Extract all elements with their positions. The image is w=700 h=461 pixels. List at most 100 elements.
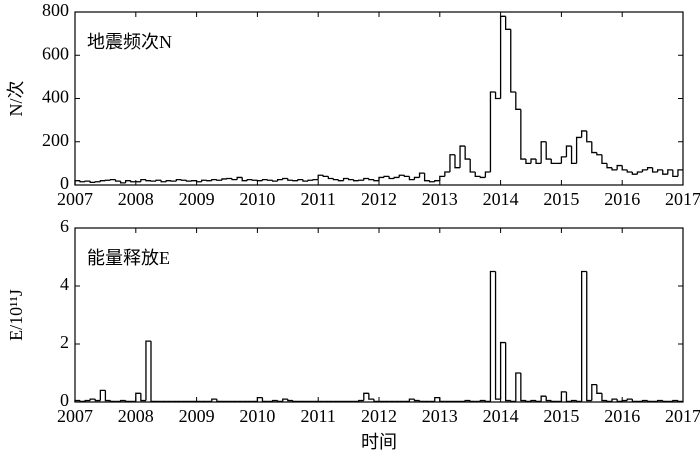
step-segment xyxy=(79,400,86,403)
y-axis-label: E/10¹¹J xyxy=(6,289,26,341)
step-segment xyxy=(79,180,86,183)
step-segment xyxy=(317,174,324,180)
step-segment xyxy=(636,171,643,175)
x-tick-label: 2007 xyxy=(57,189,93,209)
step-segment xyxy=(302,179,309,182)
step-segment xyxy=(393,176,400,179)
step-segment xyxy=(276,178,283,182)
step-segment xyxy=(104,390,111,402)
step-segment xyxy=(494,92,501,100)
step-segment xyxy=(525,400,531,403)
step-segment xyxy=(256,397,263,402)
step-segment xyxy=(221,178,227,181)
step-segment xyxy=(271,180,278,182)
x-tick-label: 2016 xyxy=(604,406,640,426)
step-segment xyxy=(140,393,146,402)
step-segment xyxy=(489,270,496,402)
y-tick-label: 600 xyxy=(42,43,69,63)
step-segment xyxy=(530,158,537,164)
step-segment xyxy=(109,178,116,181)
step-segment xyxy=(368,178,374,181)
step-segment xyxy=(504,16,511,30)
y-tick-label: 0 xyxy=(60,390,69,410)
step-segment xyxy=(459,145,466,168)
step-segment xyxy=(418,172,425,178)
step-segment xyxy=(200,179,207,182)
step-segment xyxy=(601,154,607,165)
step-segment xyxy=(439,397,445,403)
step-segment xyxy=(292,400,298,403)
step-segment xyxy=(616,399,623,403)
step-segment xyxy=(540,141,547,164)
step-segment xyxy=(287,178,293,181)
step-segment xyxy=(515,372,521,402)
step-segment xyxy=(363,392,369,401)
step-segment xyxy=(621,399,628,402)
x-tick-label: 2016 xyxy=(604,189,640,209)
step-segment xyxy=(398,174,405,178)
step-segment xyxy=(464,399,471,402)
step-segment xyxy=(378,176,385,181)
step-segment xyxy=(591,383,597,401)
step-segment xyxy=(545,141,552,160)
step-segment xyxy=(271,399,278,402)
step-segment xyxy=(99,389,106,401)
step-segment xyxy=(84,180,91,182)
step-segment xyxy=(596,152,602,156)
step-segment xyxy=(494,271,501,400)
step-segment xyxy=(626,398,633,401)
step-segment xyxy=(525,159,531,165)
y-tick-label: 400 xyxy=(42,87,69,107)
step-segment xyxy=(216,399,222,403)
step-segment xyxy=(261,178,268,181)
x-tick-label: 2017 xyxy=(665,189,700,209)
x-tick-label: 2010 xyxy=(239,406,275,426)
step-segment xyxy=(373,399,379,403)
step-segment xyxy=(565,145,572,157)
step-segment xyxy=(575,400,582,403)
step-segment xyxy=(312,178,319,181)
x-tick-label: 2012 xyxy=(361,189,397,209)
x-tick-label: 2008 xyxy=(118,189,154,209)
step-segment xyxy=(631,172,638,175)
step-segment xyxy=(403,175,410,177)
y-tick-label: 0 xyxy=(60,173,69,193)
step-segment xyxy=(261,397,268,403)
step-segment xyxy=(606,163,613,169)
step-segment xyxy=(464,146,471,160)
y-tick-label: 4 xyxy=(60,274,69,294)
step-segment xyxy=(408,176,415,181)
step-segment xyxy=(94,399,101,402)
step-segment xyxy=(499,341,506,400)
step-segment xyxy=(74,180,81,185)
annotation: 地震频次N xyxy=(87,32,172,52)
x-tick-label: 2013 xyxy=(422,406,458,426)
step-segment xyxy=(616,164,623,170)
step-segment xyxy=(651,167,658,173)
step-segment xyxy=(646,167,653,170)
step-segment xyxy=(662,169,668,175)
step-segment xyxy=(195,180,202,183)
step-segment xyxy=(550,159,557,165)
annotation: 能量释放E xyxy=(87,248,170,268)
step-segment xyxy=(150,341,157,403)
step-segment xyxy=(241,177,248,182)
x-tick-label: 2015 xyxy=(543,189,579,209)
step-segment xyxy=(504,342,511,402)
step-segment xyxy=(596,384,602,394)
step-segment xyxy=(434,180,440,182)
step-segment xyxy=(489,91,496,173)
step-segment xyxy=(540,395,547,402)
step-segment xyxy=(383,175,390,178)
x-tick-label: 2007 xyxy=(57,406,93,426)
step-segment xyxy=(677,169,684,177)
step-segment xyxy=(109,400,116,403)
step-segment xyxy=(368,393,374,400)
y-tick-label: 800 xyxy=(42,0,69,20)
step-segment xyxy=(282,177,288,180)
step-segment xyxy=(530,399,537,402)
step-segment xyxy=(347,178,354,181)
step-segment xyxy=(352,179,359,182)
step-segment xyxy=(520,373,526,402)
